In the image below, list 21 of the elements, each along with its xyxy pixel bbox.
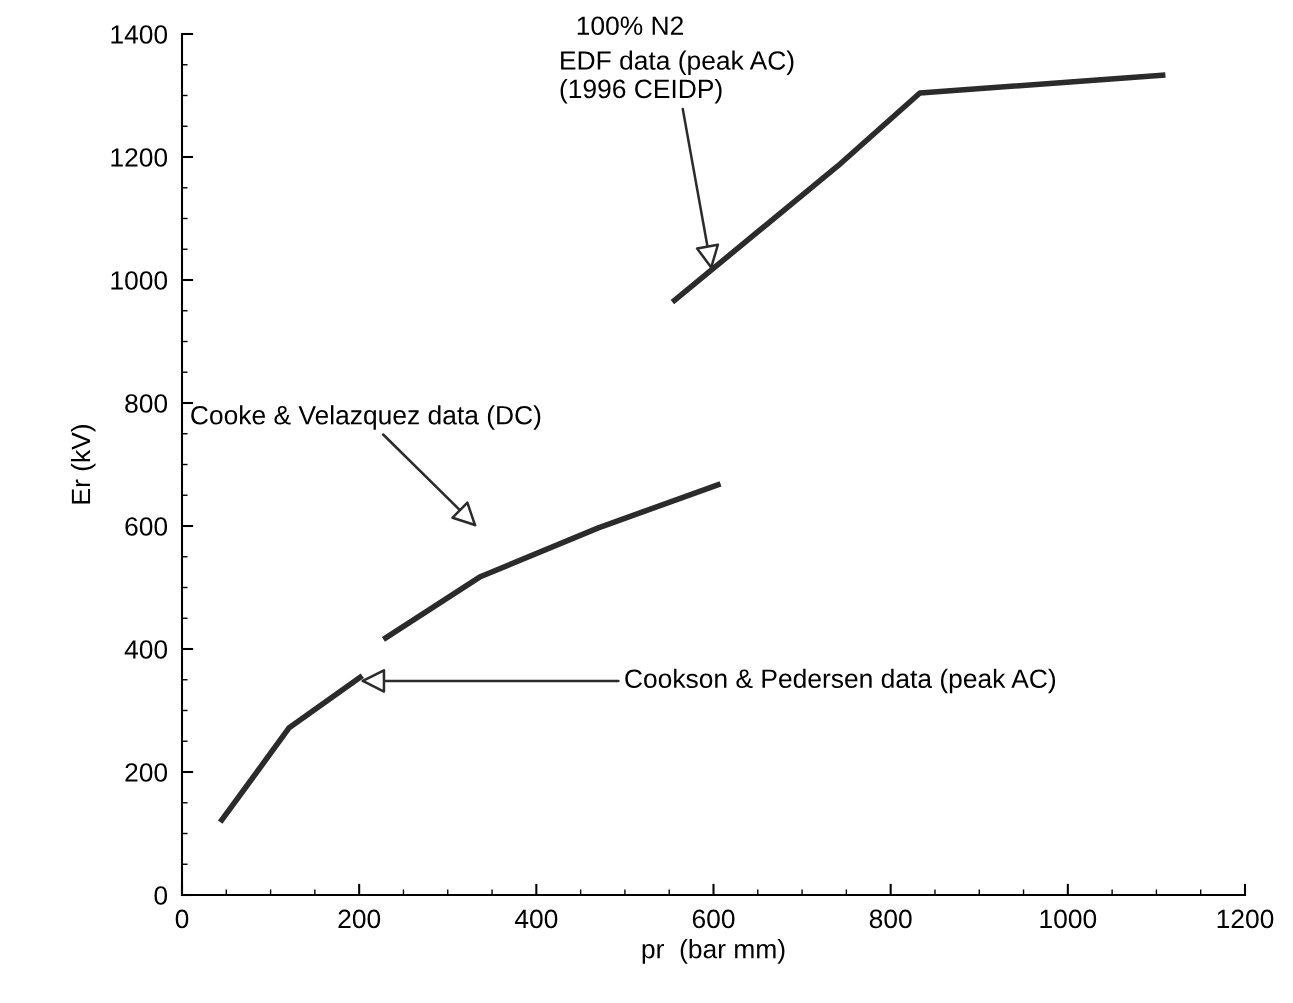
x-axis-title: pr (bar mm) bbox=[642, 939, 785, 964]
x-tick-label: 400 bbox=[514, 909, 558, 929]
y-tick-label: 600 bbox=[125, 517, 168, 536]
x-tick-label: 1200 bbox=[1217, 909, 1274, 929]
y-tick-label: 1200 bbox=[111, 148, 168, 167]
y-tick-label: 1000 bbox=[111, 271, 168, 290]
annotation: Cookson & Pedersen data (peak AC) bbox=[625, 668, 1056, 694]
y-axis-title: Er (kV) bbox=[70, 425, 96, 504]
x-tick-label: 200 bbox=[338, 909, 381, 929]
annotation: Cooke & Velazquez data (DC) bbox=[191, 405, 541, 430]
y-tick-label: 400 bbox=[124, 640, 168, 659]
x-tick-label: 800 bbox=[869, 909, 912, 929]
y-tick-label: 200 bbox=[125, 763, 168, 782]
y-tick-label: 800 bbox=[125, 394, 168, 413]
x-tick-label: 1000 bbox=[1040, 909, 1097, 929]
annotation: EDF data (peak AC) (1996 CEIDP) bbox=[560, 50, 794, 104]
y-tick-label: 1400 bbox=[111, 25, 168, 44]
chart-title: 100% N2 bbox=[577, 16, 683, 36]
y-tick-label: 0 bbox=[154, 886, 168, 905]
x-tick-label: 0 bbox=[175, 909, 189, 929]
x-tick-label: 600 bbox=[692, 909, 735, 929]
